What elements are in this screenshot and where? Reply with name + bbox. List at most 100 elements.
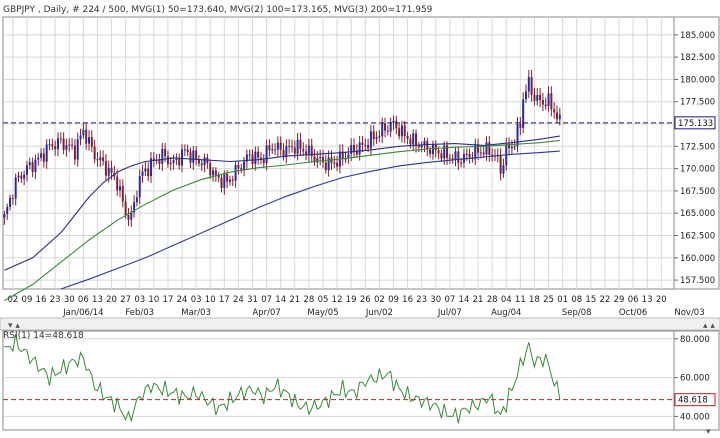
price-candle[interactable]: [59, 132, 62, 144]
price-candle[interactable]: [79, 128, 82, 146]
price-candle[interactable]: [186, 144, 189, 157]
price-candle[interactable]: [547, 86, 550, 112]
price-candle[interactable]: [271, 143, 274, 154]
price-candle[interactable]: [82, 122, 85, 139]
price-candle[interactable]: [116, 169, 119, 196]
price-candle[interactable]: [237, 160, 240, 175]
price-candle[interactable]: [217, 171, 220, 183]
price-candle[interactable]: [161, 142, 164, 171]
price-candle[interactable]: [319, 149, 322, 166]
price-candle[interactable]: [389, 117, 392, 138]
price-candle[interactable]: [150, 151, 153, 184]
price-candle[interactable]: [400, 120, 403, 143]
price-candle[interactable]: [228, 175, 231, 186]
price-candle[interactable]: [104, 153, 107, 181]
price-candle[interactable]: [214, 167, 217, 182]
price-candle[interactable]: [90, 130, 93, 153]
price-candle[interactable]: [121, 179, 124, 208]
price-candle[interactable]: [499, 148, 502, 181]
price-candle[interactable]: [403, 120, 406, 144]
price-candle[interactable]: [274, 143, 277, 156]
price-candle[interactable]: [51, 138, 54, 151]
price-candle[interactable]: [457, 146, 460, 170]
price-candle[interactable]: [17, 171, 20, 183]
price-candle[interactable]: [138, 169, 141, 205]
price-candle[interactable]: [468, 148, 471, 164]
price-candle[interactable]: [324, 155, 327, 174]
price-candle[interactable]: [412, 129, 415, 152]
price-candle[interactable]: [178, 153, 181, 170]
price-candle[interactable]: [541, 92, 544, 112]
price-candle[interactable]: [203, 153, 206, 173]
price-candle[interactable]: [212, 166, 215, 182]
price-candle[interactable]: [87, 130, 90, 151]
price-candle[interactable]: [85, 122, 88, 150]
price-candle[interactable]: [530, 69, 533, 102]
price-candle[interactable]: [73, 139, 76, 166]
price-candle[interactable]: [245, 149, 248, 169]
price-candle[interactable]: [248, 149, 251, 160]
price-candle[interactable]: [353, 138, 356, 158]
price-candle[interactable]: [440, 149, 443, 162]
price-candle[interactable]: [502, 158, 505, 178]
price-candle[interactable]: [307, 138, 310, 163]
price-candle[interactable]: [20, 171, 23, 184]
price-candle[interactable]: [40, 148, 43, 162]
price-candle[interactable]: [234, 160, 237, 188]
price-candle[interactable]: [175, 153, 178, 166]
price-candle[interactable]: [488, 136, 491, 162]
price-candle[interactable]: [265, 139, 268, 171]
price-candle[interactable]: [344, 151, 347, 164]
price-candle[interactable]: [124, 194, 127, 219]
price-candle[interactable]: [48, 138, 51, 151]
price-candle[interactable]: [409, 134, 412, 149]
price-candle[interactable]: [133, 195, 136, 218]
price-candle[interactable]: [200, 159, 203, 172]
price-candle[interactable]: [415, 129, 418, 153]
price-candle[interactable]: [152, 151, 155, 168]
price-candle[interactable]: [195, 146, 198, 166]
price-candle[interactable]: [231, 175, 234, 187]
price-candle[interactable]: [257, 146, 260, 165]
price-candle[interactable]: [392, 115, 395, 131]
price-panel[interactable]: 157.500 160.000 162.500 165.000 167.500 170.0…: [0, 16, 720, 331]
price-candle[interactable]: [34, 154, 37, 180]
price-candle[interactable]: [448, 153, 451, 164]
price-candle[interactable]: [536, 87, 539, 106]
price-candle[interactable]: [451, 154, 454, 164]
price-candle[interactable]: [93, 139, 96, 164]
price-candle[interactable]: [341, 144, 344, 166]
price-candle[interactable]: [68, 138, 71, 152]
price-candle[interactable]: [197, 154, 200, 167]
price-candle[interactable]: [305, 144, 308, 161]
price-candle[interactable]: [364, 138, 367, 151]
price-candle[interactable]: [375, 131, 378, 144]
price-candle[interactable]: [333, 155, 336, 168]
price-candle[interactable]: [519, 117, 522, 136]
price-candle[interactable]: [302, 142, 305, 156]
price-candle[interactable]: [31, 157, 34, 178]
price-candle[interactable]: [119, 179, 122, 198]
price-candle[interactable]: [361, 136, 364, 152]
price-candle[interactable]: [533, 87, 536, 106]
price-candle[interactable]: [76, 132, 79, 167]
price-candle[interactable]: [347, 147, 350, 164]
price-candle[interactable]: [446, 141, 449, 166]
price-candle[interactable]: [189, 147, 192, 169]
price-candle[interactable]: [62, 132, 65, 155]
panel-separator[interactable]: [0, 317, 720, 331]
price-candle[interactable]: [183, 144, 186, 157]
price-candle[interactable]: [454, 146, 457, 167]
rsi-panel[interactable]: 40.000 60.000 80.000 48.618: [2, 330, 720, 431]
price-candle[interactable]: [282, 143, 285, 161]
price-candle[interactable]: [381, 117, 384, 144]
price-candle[interactable]: [45, 139, 48, 169]
price-candle[interactable]: [378, 130, 381, 142]
scroll-down-icon[interactable]: ▾: [706, 427, 711, 437]
price-candle[interactable]: [384, 117, 387, 138]
price-candle[interactable]: [539, 87, 542, 107]
price-candle[interactable]: [99, 150, 102, 168]
price-candle[interactable]: [555, 105, 558, 123]
price-candle[interactable]: [395, 115, 398, 135]
price-candle[interactable]: [192, 145, 195, 170]
